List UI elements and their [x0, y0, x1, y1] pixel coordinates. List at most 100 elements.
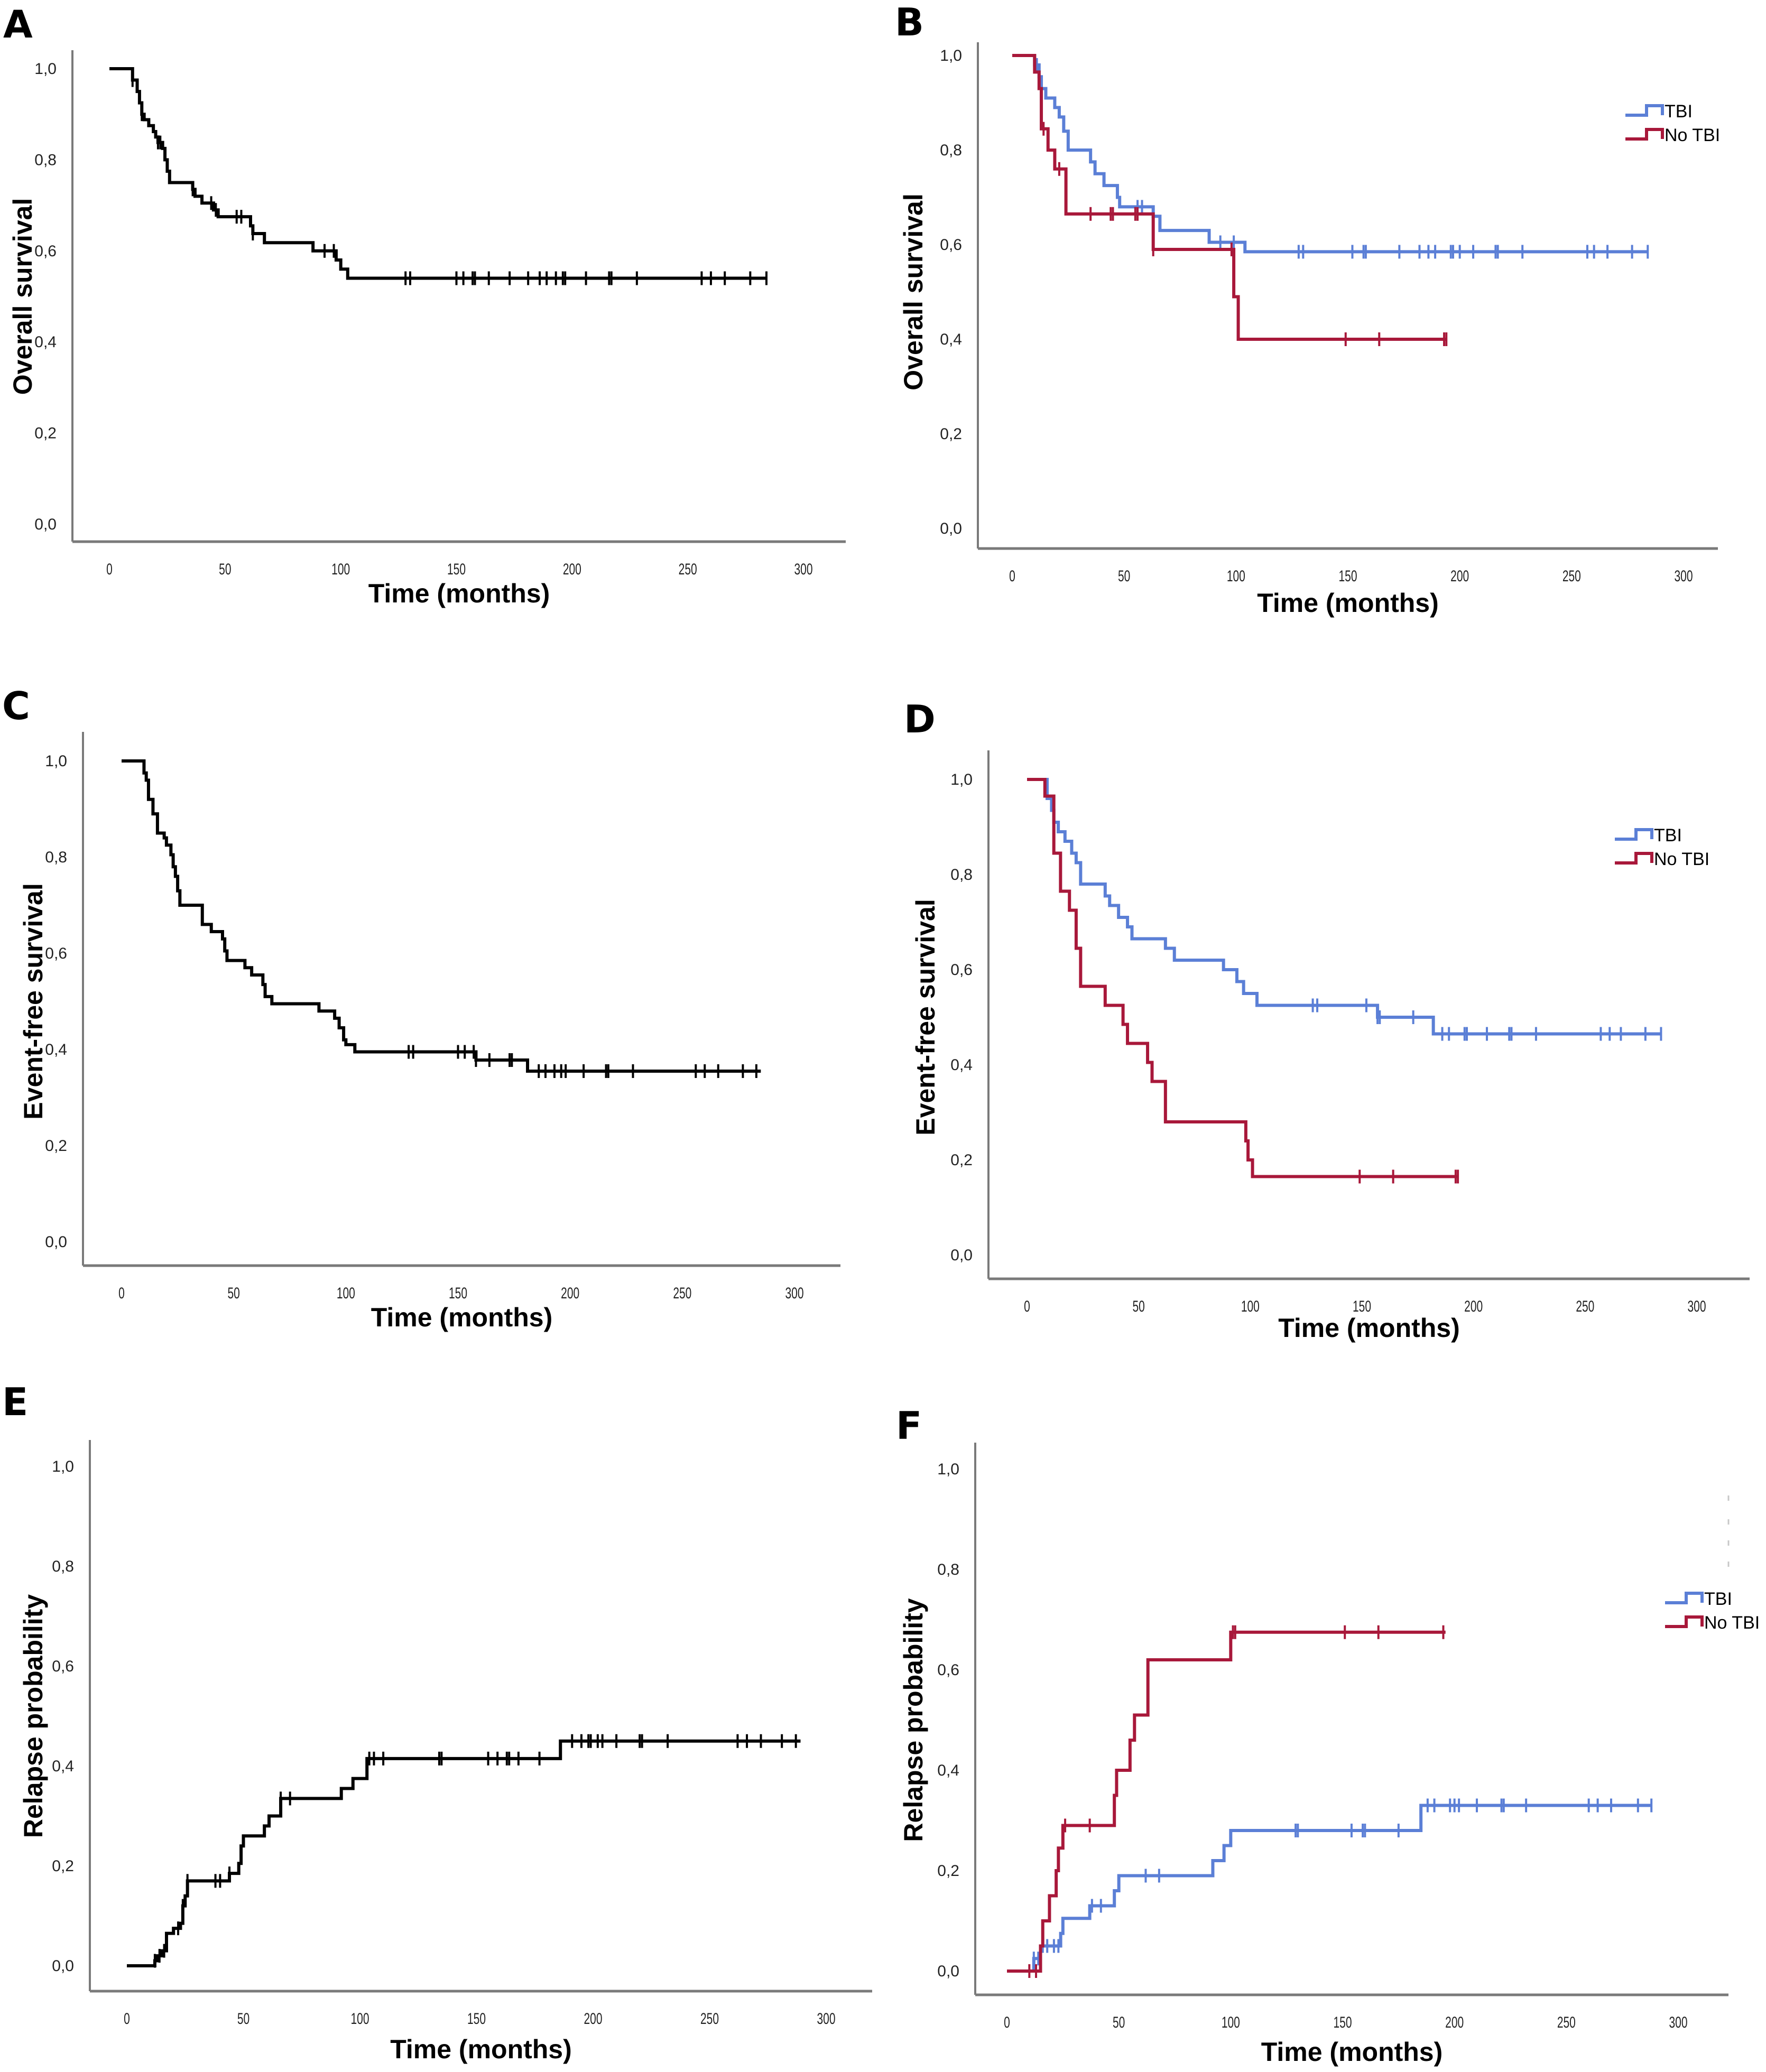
panel-label-b: B	[895, 0, 924, 44]
legend-label: No TBI	[1665, 125, 1720, 145]
legend-label: No TBI	[1704, 1613, 1760, 1633]
y-tick-label: 1,0	[937, 1461, 959, 1478]
y-tick-label: 0,2	[940, 425, 962, 443]
x-axis-title: Time (months)	[1278, 1313, 1460, 1343]
x-axis-title: Time (months)	[390, 2034, 572, 2064]
x-tick-label: 100	[331, 561, 350, 578]
x-tick-label: 300	[1687, 1298, 1706, 1315]
x-tick-label: 150	[1353, 1298, 1371, 1315]
x-tick-label: 200	[563, 561, 581, 578]
x-tick-label: 0	[1024, 1298, 1030, 1315]
x-tick-label: 100	[350, 2011, 369, 2028]
y-tick-label: 0,8	[940, 142, 962, 159]
y-tick-label: 1,0	[950, 771, 973, 788]
y-tick-label: 0,8	[34, 151, 57, 169]
x-tick-label: 300	[785, 1285, 803, 1302]
x-tick-label: 0	[1004, 2014, 1010, 2031]
legend-label: TBI	[1704, 1589, 1732, 1609]
series-line-tbi	[1027, 778, 1661, 1036]
x-tick-label: 200	[1464, 1298, 1483, 1315]
y-tick-label: 0,6	[45, 945, 67, 962]
panel-label-e: E	[2, 1380, 29, 1424]
legend-label: TBI	[1665, 101, 1693, 122]
y-tick-label: 0,2	[34, 425, 57, 442]
y-tick-label: 1,0	[45, 752, 67, 770]
x-tick-label: 300	[1669, 2014, 1687, 2031]
y-tick-label: 0,2	[937, 1862, 959, 1880]
y-tick-label: 0,4	[940, 331, 962, 348]
x-tick-label: 100	[1241, 1298, 1260, 1315]
x-tick-label: 150	[467, 2011, 486, 2028]
x-tick-label: 150	[1338, 568, 1357, 585]
y-tick-label: 0,6	[52, 1658, 74, 1675]
x-tick-label: 50	[227, 1285, 239, 1302]
series-line-tbi	[1007, 1804, 1652, 1973]
panel-c: 0 50 100 150 200 250 300 0,0 0,2 0,4 0,6 0,8 1,0 Time…	[19, 732, 840, 1332]
y-axis-title: Overall survival	[899, 193, 928, 390]
y-tick-label: 0,0	[937, 1963, 959, 1980]
x-tick-label: 200	[584, 2011, 602, 2028]
y-axis-title: Event-free survival	[911, 899, 940, 1135]
series-line-all-patients	[127, 1739, 801, 1967]
x-tick-label: 50	[1113, 2014, 1125, 2031]
series-line-tbi	[1012, 54, 1648, 254]
series-line-no-tbi	[1012, 54, 1447, 341]
x-tick-label: 250	[679, 561, 697, 578]
y-axis-title: Relapse probability	[19, 1594, 48, 1838]
y-tick-label: 0,0	[52, 1957, 74, 1975]
legend-label: No TBI	[1654, 849, 1709, 869]
series-line-no-tbi	[1007, 1630, 1446, 1973]
x-tick-label: 150	[1333, 2014, 1352, 2031]
x-tick-label: 100	[1227, 568, 1245, 585]
x-tick-label: 250	[1557, 2014, 1576, 2031]
x-axis-title: Time (months)	[1261, 2037, 1443, 2067]
x-axis-title: Time (months)	[371, 1303, 553, 1332]
x-tick-label: 150	[449, 1285, 467, 1302]
panel-d: 0 50 100 150 200 250 300 0,0 0,2 0,4 0,6 0,8 1,0 Time…	[911, 750, 1750, 1343]
x-tick-label: 100	[1222, 2014, 1240, 2031]
y-tick-label: 1,0	[52, 1458, 74, 1475]
y-tick-label: 0,8	[45, 849, 67, 866]
x-tick-label: 50	[219, 561, 231, 578]
y-tick-label: 0,2	[950, 1151, 973, 1169]
panel-f: 0 50 100 150 200 250 300 0,0 0,2 0,4 0,6 0,8 1,0 Time…	[899, 1443, 1760, 2067]
x-tick-label: 200	[561, 1285, 579, 1302]
x-tick-label: 250	[1576, 1298, 1594, 1315]
y-tick-label: 0,4	[937, 1762, 959, 1779]
panel-label-d: D	[904, 697, 936, 741]
panel-e: 0 50 100 150 200 250 300 0,0 0,2 0,4 0,6 0,8 1,0 Time…	[19, 1440, 872, 2064]
legend-swatch-no-tbi	[1625, 128, 1664, 141]
x-tick-label: 50	[1132, 1298, 1144, 1315]
panel-label-f: F	[896, 1404, 922, 1448]
y-tick-label: 0,6	[940, 236, 962, 254]
x-tick-label: 200	[1450, 568, 1469, 585]
y-axis-title: Event-free survival	[19, 883, 48, 1119]
y-tick-label: 0,6	[937, 1661, 959, 1679]
x-tick-label: 250	[1562, 568, 1581, 585]
y-tick-label: 0,8	[52, 1558, 74, 1575]
x-tick-label: 300	[1674, 568, 1693, 585]
x-tick-label: 0	[106, 561, 113, 578]
y-tick-label: 0,8	[937, 1561, 959, 1578]
x-tick-label: 150	[447, 561, 466, 578]
x-tick-label: 300	[817, 2011, 835, 2028]
y-tick-label: 1,0	[34, 60, 57, 78]
y-tick-label: 0,0	[950, 1247, 973, 1264]
y-tick-label: 0,0	[34, 516, 57, 533]
x-tick-label: 0	[1009, 568, 1015, 585]
legend-label: TBI	[1654, 825, 1682, 845]
y-tick-label: 0,0	[45, 1233, 67, 1251]
x-tick-label: 200	[1445, 2014, 1464, 2031]
y-tick-label: 0,4	[950, 1056, 973, 1074]
legend-swatch-no-tbi	[1615, 852, 1653, 865]
y-tick-label: 0,8	[950, 866, 973, 884]
y-tick-label: 0,6	[950, 961, 973, 979]
x-tick-label: 300	[794, 561, 812, 578]
x-tick-label: 0	[118, 1285, 125, 1302]
x-tick-label: 250	[673, 1285, 691, 1302]
x-axis-title: Time (months)	[368, 579, 550, 608]
x-tick-label: 50	[237, 2011, 249, 2028]
panel-a: 0 50 100 150 200 250 300 0,0 0,2 0,4 0,6 0,8 1,0 Time…	[8, 50, 846, 608]
